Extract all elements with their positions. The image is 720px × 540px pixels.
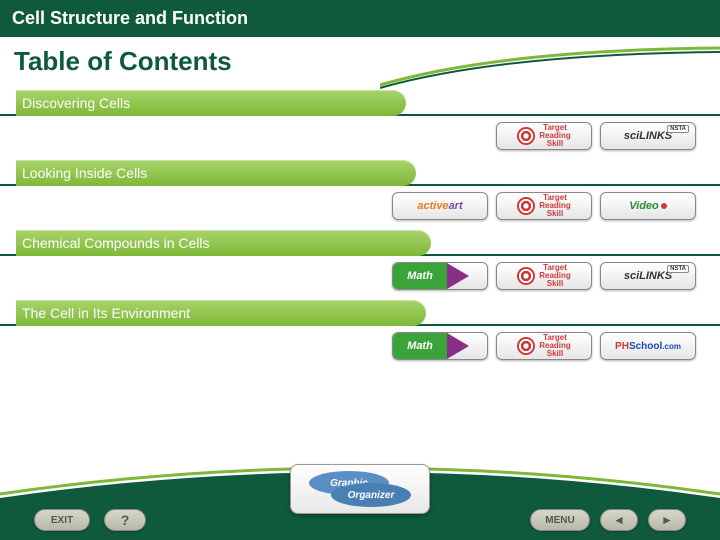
help-button[interactable]: ?: [104, 509, 146, 531]
exit-button[interactable]: EXIT: [34, 509, 90, 531]
resources-row: Math TargetReadingSkill sciLINKS NSTA: [0, 260, 720, 292]
section-row: Looking Inside Cells: [0, 160, 720, 186]
chevron-right-icon: ►: [661, 513, 673, 527]
footer-bar: EXIT ? MENU ◄ ►: [0, 500, 720, 540]
math-button[interactable]: Math: [392, 332, 488, 360]
target-reading-skill-button[interactable]: TargetReadingSkill: [496, 332, 592, 360]
section-tab-cell-environment[interactable]: The Cell in Its Environment: [16, 300, 426, 326]
scilinks-button[interactable]: sciLINKS NSTA: [600, 262, 696, 290]
menu-button[interactable]: MENU: [530, 509, 590, 531]
resources-row: activeart TargetReadingSkill Video: [0, 190, 720, 222]
target-icon: [517, 127, 535, 145]
section-tab-discovering-cells[interactable]: Discovering Cells: [16, 90, 406, 116]
scilinks-button[interactable]: sciLINKS NSTA: [600, 122, 696, 150]
content-area: Discovering Cells TargetReadingSkill sci…: [0, 90, 720, 460]
target-reading-skill-button[interactable]: TargetReadingSkill: [496, 262, 592, 290]
math-button[interactable]: Math: [392, 262, 488, 290]
resources-row: TargetReadingSkill sciLINKS NSTA: [0, 120, 720, 152]
section-tab-looking-inside-cells[interactable]: Looking Inside Cells: [16, 160, 416, 186]
target-icon: [517, 337, 535, 355]
section-row: Chemical Compounds in Cells: [0, 230, 720, 256]
target-reading-skill-button[interactable]: TargetReadingSkill: [496, 122, 592, 150]
chevron-left-icon: ◄: [613, 513, 625, 527]
target-icon: [517, 267, 535, 285]
target-icon: [517, 197, 535, 215]
header-title: Cell Structure and Function: [12, 8, 708, 29]
section-row: The Cell in Its Environment: [0, 300, 720, 326]
next-button[interactable]: ►: [648, 509, 686, 531]
decorative-curve: [380, 40, 720, 90]
header: Cell Structure and Function: [0, 0, 720, 40]
footer: Graphic Organizer EXIT ? MENU ◄ ►: [0, 460, 720, 540]
target-reading-skill-button[interactable]: TargetReadingSkill: [496, 192, 592, 220]
title-section: Table of Contents: [0, 40, 720, 90]
activeart-button[interactable]: activeart: [392, 192, 488, 220]
section-tab-chemical-compounds[interactable]: Chemical Compounds in Cells: [16, 230, 431, 256]
resources-row: Math TargetReadingSkill PHSchool.com: [0, 330, 720, 362]
prev-button[interactable]: ◄: [600, 509, 638, 531]
video-button[interactable]: Video: [600, 192, 696, 220]
section-row: Discovering Cells: [0, 90, 720, 116]
phschool-button[interactable]: PHSchool.com: [600, 332, 696, 360]
